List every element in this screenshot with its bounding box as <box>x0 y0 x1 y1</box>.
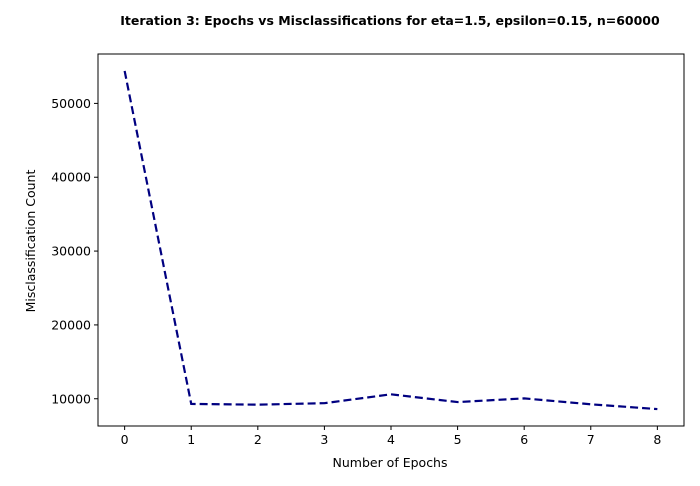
x-tick-label: 1 <box>187 432 195 447</box>
plot-area <box>97 53 685 427</box>
x-tick-label: 2 <box>254 432 262 447</box>
chart-title: Iteration 3: Epochs vs Misclassification… <box>120 13 660 28</box>
x-tick-label: 7 <box>587 432 595 447</box>
y-tick-label: 30000 <box>51 244 91 259</box>
y-axis: 10000 20000 30000 40000 50000 <box>51 96 98 406</box>
x-axis: 0 1 2 3 4 5 6 7 8 <box>121 426 661 447</box>
y-tick-label: 40000 <box>51 170 91 185</box>
y-axis-label: Misclassification Count <box>23 170 38 313</box>
y-tick-label: 50000 <box>51 96 91 111</box>
y-tick-label: 10000 <box>51 391 91 406</box>
x-axis-label: Number of Epochs <box>333 455 448 470</box>
x-tick-label: 3 <box>320 432 328 447</box>
x-tick-label: 5 <box>454 432 462 447</box>
x-tick-label: 6 <box>520 432 528 447</box>
x-tick-label: 4 <box>387 432 395 447</box>
series-line <box>123 70 658 411</box>
x-tick-label: 0 <box>121 432 129 447</box>
y-tick-label: 20000 <box>51 317 91 332</box>
x-tick-label: 8 <box>653 432 661 447</box>
